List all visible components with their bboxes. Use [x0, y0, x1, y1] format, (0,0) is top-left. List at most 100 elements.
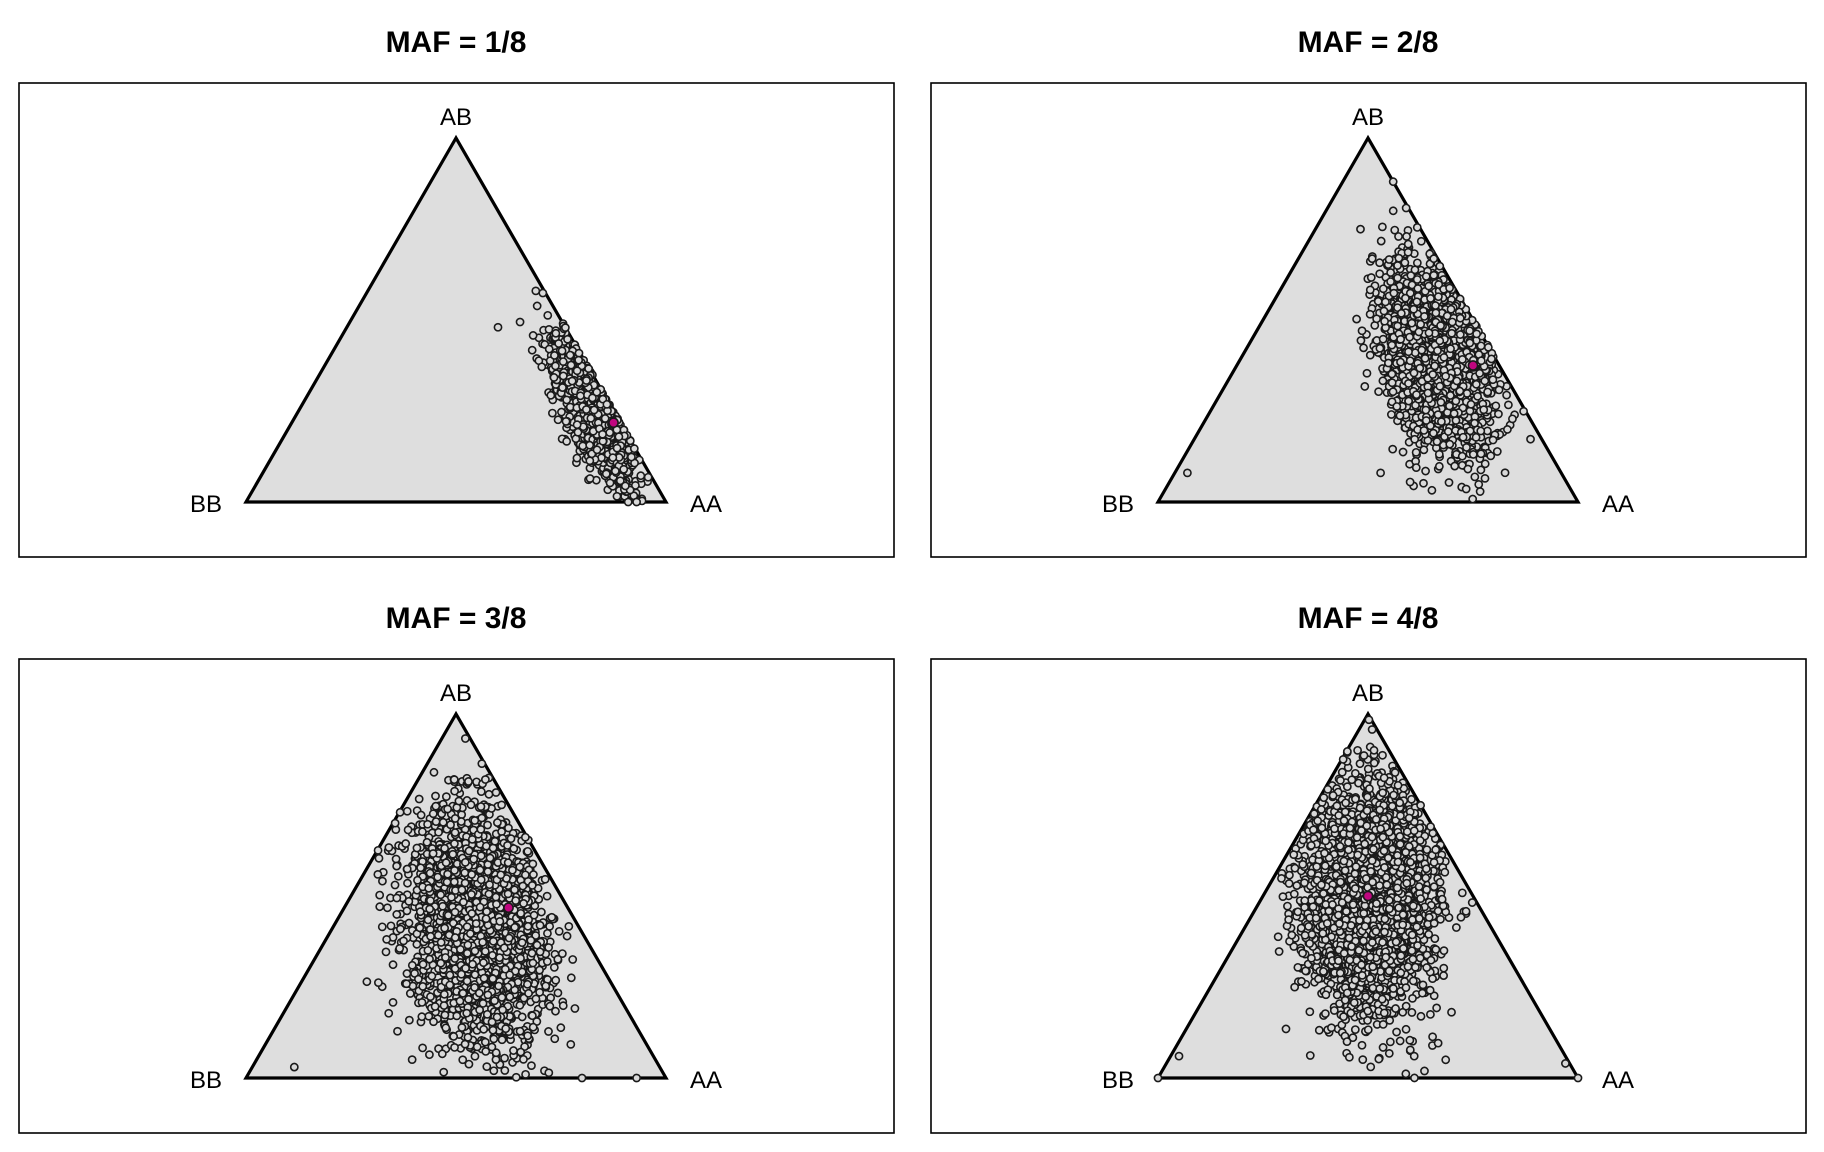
data-point	[562, 395, 572, 405]
data-point	[1421, 466, 1430, 476]
data-point	[1375, 343, 1385, 353]
data-point	[608, 453, 618, 463]
data-point	[1436, 397, 1446, 407]
data-point	[1384, 255, 1394, 264]
data-point	[585, 440, 595, 450]
data-point	[1374, 387, 1383, 397]
data-point	[1424, 281, 1434, 291]
data-point	[1352, 314, 1361, 324]
data-point	[1380, 316, 1389, 326]
data-point	[1468, 494, 1478, 504]
data-point	[610, 466, 620, 476]
data-point	[1429, 254, 1439, 264]
data-point	[1395, 411, 1405, 421]
data-point	[1434, 449, 1444, 459]
data-point	[643, 472, 653, 482]
highlight-point	[608, 417, 619, 429]
data-point	[1451, 396, 1461, 406]
data-point	[588, 393, 597, 403]
data-point	[1462, 442, 1471, 452]
data-point	[627, 452, 636, 462]
data-point	[563, 334, 572, 344]
data-point	[578, 441, 588, 451]
data-point	[1387, 369, 1397, 379]
data-point	[1433, 346, 1442, 356]
data-point	[1404, 396, 1414, 406]
data-point	[1445, 439, 1455, 449]
data-point	[1457, 355, 1467, 364]
data-point	[1457, 451, 1467, 461]
data-point	[568, 955, 578, 964]
data-point	[574, 355, 584, 365]
data-point	[1500, 468, 1510, 478]
data-point	[1378, 284, 1388, 294]
data-point	[553, 415, 563, 425]
data-point	[1487, 354, 1496, 364]
data-point	[589, 405, 599, 415]
data-point	[1435, 336, 1445, 346]
data-point	[1483, 387, 1493, 397]
data-point	[1377, 222, 1387, 232]
data-point	[1504, 400, 1513, 410]
data-point	[1357, 326, 1367, 336]
vertex-label-bb: BB	[190, 491, 222, 518]
data-point	[544, 344, 554, 354]
data-point	[1465, 326, 1475, 336]
data-point	[1430, 361, 1440, 371]
data-point	[1466, 399, 1476, 409]
data-point	[1470, 418, 1479, 428]
data-point	[528, 331, 538, 340]
data-point	[1400, 258, 1410, 268]
data-point	[1393, 321, 1402, 331]
data-point	[581, 405, 591, 414]
data-point	[1476, 356, 1486, 366]
data-point	[1479, 405, 1489, 415]
data-point	[383, 903, 392, 913]
panel-title: MAF = 2/8	[1298, 26, 1439, 59]
data-point	[1436, 321, 1446, 331]
data-point	[582, 376, 591, 385]
data-point	[1435, 261, 1445, 271]
data-point	[1356, 224, 1365, 234]
data-point	[1421, 271, 1431, 281]
data-point	[1486, 451, 1496, 461]
data-point	[570, 1004, 580, 1013]
data-point	[1401, 203, 1411, 213]
data-point	[1480, 473, 1490, 483]
data-point	[1492, 447, 1502, 456]
data-point	[561, 416, 571, 426]
outlier-point	[493, 322, 503, 332]
data-point	[562, 436, 572, 446]
data-point	[598, 429, 607, 439]
data-point	[1429, 270, 1439, 280]
data-point	[1476, 449, 1486, 459]
data-point	[1388, 444, 1398, 454]
data-point	[1401, 293, 1410, 303]
data-point	[1421, 416, 1431, 425]
data-point	[1402, 232, 1411, 241]
panel-maf-2-8: MAF = 2/8 AB BB AA	[930, 26, 1807, 558]
data-point	[1474, 480, 1484, 489]
data-point	[601, 469, 611, 479]
data-point	[558, 357, 568, 367]
data-point	[1365, 309, 1375, 319]
ternary-triangle	[1155, 134, 1581, 504]
data-point	[550, 351, 559, 360]
data-point	[388, 998, 398, 1007]
data-point	[538, 288, 548, 298]
data-point	[1384, 358, 1393, 368]
data-point	[536, 907, 546, 917]
panel-frame	[18, 82, 895, 558]
data-point	[1375, 269, 1385, 279]
data-point	[620, 481, 630, 491]
data-point	[1455, 313, 1465, 323]
data-point	[554, 926, 564, 936]
data-point	[1426, 294, 1435, 303]
data-point	[1423, 388, 1433, 398]
data-point	[402, 806, 412, 816]
data-point	[1428, 370, 1438, 379]
data-point	[1435, 381, 1445, 391]
data-point	[1471, 379, 1481, 389]
data-point	[557, 407, 566, 417]
data-point	[1526, 434, 1535, 444]
